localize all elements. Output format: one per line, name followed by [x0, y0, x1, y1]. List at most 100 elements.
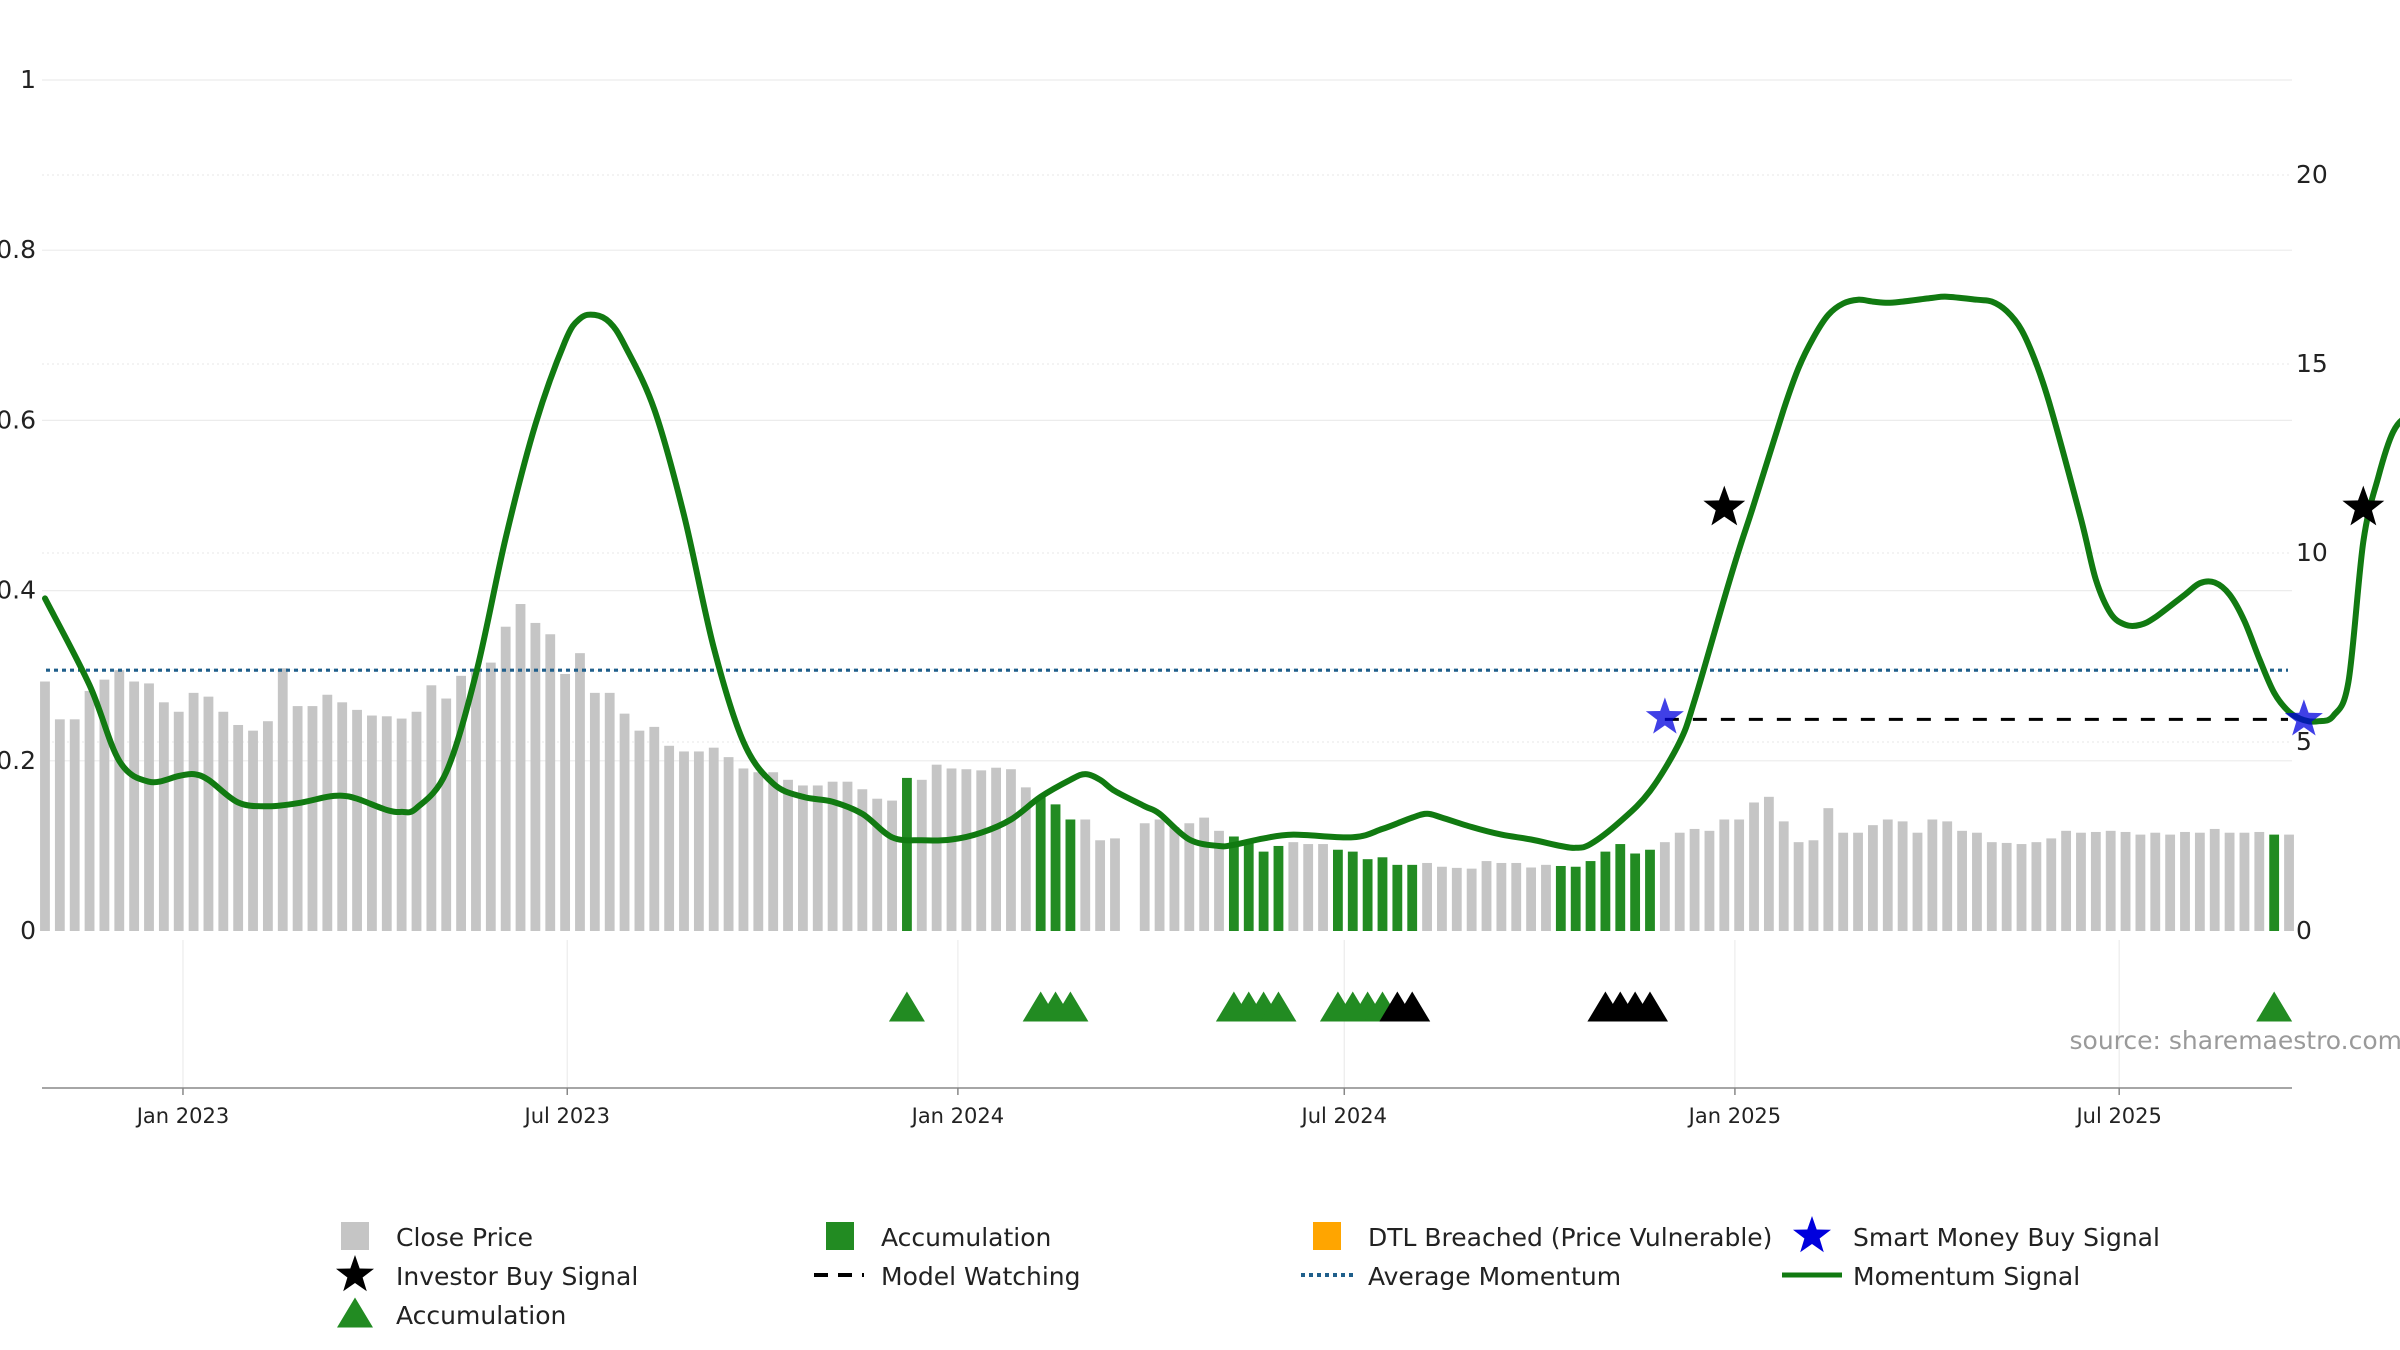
close-price-bar: [69, 719, 80, 931]
close-price-bar: [1659, 842, 1670, 931]
close-price-bar: [664, 745, 675, 931]
close-price-bar: [1734, 819, 1745, 931]
close-price-bar: [173, 711, 184, 931]
legend-accumulation-triangle-icon: [337, 1297, 373, 1328]
legend-label: Investor Buy Signal: [396, 1262, 638, 1291]
close-price-bar: [1838, 832, 1849, 931]
accumulation-bar: [1570, 866, 1581, 931]
legend-label: Smart Money Buy Signal: [1853, 1223, 2160, 1252]
accumulation-triangle-black: [1631, 991, 1668, 1022]
close-price-bar: [931, 764, 942, 931]
accumulation-bar: [1065, 819, 1076, 931]
close-price-bar: [1154, 819, 1165, 931]
close-price-bar: [1778, 821, 1789, 931]
close-price-bar: [1704, 830, 1715, 931]
close-price-bar: [1303, 844, 1314, 931]
close-price-bar: [426, 685, 437, 931]
close-price-bar: [589, 692, 600, 931]
close-price-bar: [1020, 787, 1031, 931]
close-price-bar: [545, 634, 556, 931]
close-price-bar: [500, 626, 511, 931]
legend-label: Average Momentum: [1368, 1262, 1621, 1291]
legend-smart-money-star-icon: [1793, 1216, 1831, 1253]
close-price-bar: [2135, 834, 2146, 931]
smart-money-buy-star: [1645, 697, 1684, 734]
legend-label: Accumulation: [396, 1301, 566, 1330]
close-price-bar: [322, 694, 333, 931]
close-price-bar: [485, 662, 496, 931]
close-price-bar: [1853, 832, 1863, 931]
close-price-bar: [2076, 832, 2086, 931]
close-price-bar: [1184, 823, 1195, 931]
right-axis-tick-label: 20: [2296, 160, 2328, 189]
close-price-bar: [797, 785, 808, 931]
accumulation-bar: [2269, 834, 2280, 931]
close-price-bar: [723, 757, 734, 931]
close-price-bar: [1942, 821, 1953, 931]
legend-label: Momentum Signal: [1853, 1262, 2080, 1291]
right-axis-tick-label: 15: [2296, 349, 2328, 378]
close-price-bar: [842, 781, 853, 931]
close-price-bar: [188, 692, 199, 931]
close-price-bar: [2165, 834, 2176, 931]
close-price-bar: [456, 675, 466, 931]
accumulation-bar: [1407, 864, 1418, 931]
accumulation-bar: [1615, 844, 1626, 931]
left-axis-tick-label: 0.6: [0, 405, 36, 434]
close-price-bar: [887, 800, 897, 931]
close-price-bar: [292, 706, 303, 931]
legend-item: Average Momentum: [1301, 1262, 1621, 1291]
accumulation-bar: [1630, 853, 1641, 931]
close-price-bar: [1972, 832, 1982, 931]
close-price-bar: [1541, 864, 1551, 931]
x-axis-tick-label: Jan 2025: [1687, 1104, 1782, 1128]
grid-layer: [42, 79, 2292, 1088]
accumulation-bar: [1377, 857, 1388, 931]
close-price-bar: [84, 690, 95, 931]
left-axis-tick-label: 0: [20, 916, 36, 945]
close-price-bar: [396, 718, 407, 931]
left-axis-tick-label: 0.4: [0, 576, 36, 605]
close-price-bar: [158, 702, 169, 931]
investor-buy-star: [2342, 485, 2385, 526]
accumulation-bar: [1243, 842, 1254, 931]
close-price-bar: [2254, 831, 2265, 931]
legend-item: Model Watching: [814, 1262, 1081, 1291]
accumulation-triangle: [888, 991, 925, 1022]
close-price-bar: [367, 715, 377, 931]
close-price-bar: [1526, 867, 1537, 931]
close-price-bar: [961, 769, 972, 931]
close-price-bar: [2061, 830, 2072, 931]
close-price-bar: [2209, 828, 2220, 931]
close-price-bar: [203, 696, 214, 931]
close-price-bar: [114, 670, 125, 931]
close-price-bar: [1793, 842, 1804, 931]
legend-label: Model Watching: [881, 1262, 1081, 1291]
close-price-bar: [1466, 868, 1477, 931]
close-price-bar: [2224, 832, 2235, 931]
close-price-bar: [1927, 819, 1938, 931]
accumulation-triangle: [1260, 991, 1297, 1022]
legend-label: Close Price: [396, 1223, 533, 1252]
investor-buy-star: [1703, 485, 1746, 526]
close-price-bar: [2284, 834, 2294, 931]
close-price-bar: [1957, 830, 1967, 931]
close-price-bar: [872, 798, 883, 931]
close-price-bar: [857, 789, 868, 931]
accumulation-bar: [1600, 851, 1611, 931]
legend-item: Investor Buy Signal: [336, 1255, 638, 1292]
close-price-bar: [2150, 832, 2161, 931]
close-price-bar: [827, 781, 838, 931]
accumulation-bar: [1333, 849, 1343, 931]
x-axis-tick-label: Jan 2023: [135, 1104, 230, 1128]
close-price-bar: [515, 604, 526, 931]
legend-label: DTL Breached (Price Vulnerable): [1368, 1223, 1772, 1252]
close-price-bar: [1868, 825, 1878, 931]
close-price-bar: [2031, 842, 2042, 931]
close-price-bar: [2001, 842, 2012, 931]
close-price-bar: [2016, 844, 2027, 931]
accumulation-bar: [1585, 861, 1596, 931]
accumulation-bar: [1050, 804, 1061, 931]
accumulation-bar: [1362, 859, 1373, 931]
